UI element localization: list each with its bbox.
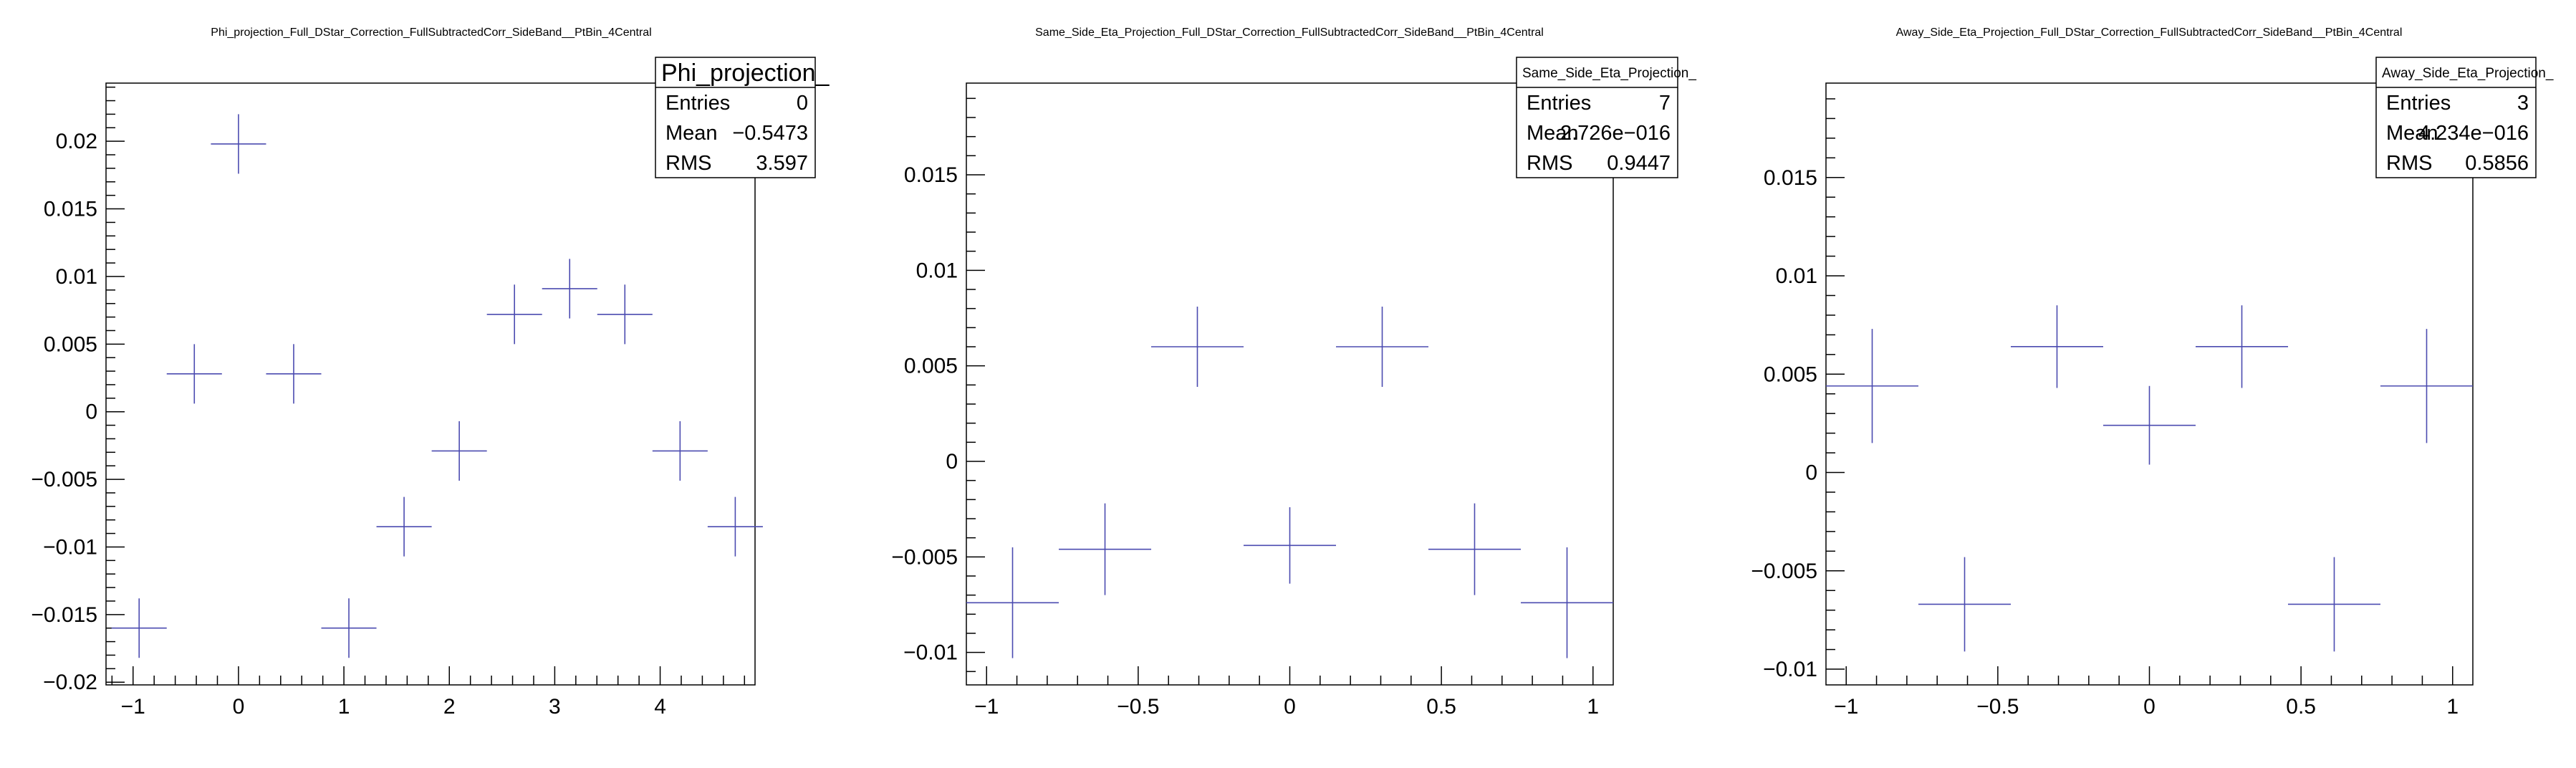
x-tick-label: 1: [2446, 695, 2459, 719]
x-tick-label: 1: [1587, 695, 1599, 719]
chart-panel-2: Same_Side_Eta_Projection_Full_DStar_Corr…: [891, 27, 1696, 719]
chart-title: Away_Side_Eta_Projection_Full_DStar_Corr…: [1896, 27, 2403, 39]
y-tick-label: −0.015: [31, 603, 97, 627]
y-tick-label: 0.005: [1764, 363, 1817, 386]
x-tick-label: −1: [974, 695, 999, 719]
y-tick-label: −0.01: [903, 641, 958, 665]
y-tick-label: −0.005: [31, 468, 97, 491]
stats-box: Same_Side_Eta_Projection_ Entries 7 Mean2.7…: [1516, 57, 1696, 178]
stats-box: Away_Side_Eta_Projection_ Entries 3 Mean4.2…: [2375, 57, 2554, 178]
data-point: [166, 344, 222, 404]
data-point: [2196, 305, 2289, 388]
y-tick-label: 0.01: [56, 265, 97, 289]
x-tick-label: 4: [654, 695, 666, 719]
data-point: [966, 547, 1059, 658]
data-point: [211, 114, 266, 174]
stats-label: Mean: [665, 122, 718, 145]
x-tick-label: 0.5: [1426, 695, 1456, 719]
y-tick-label: 0.01: [916, 259, 958, 282]
y-tick-label: 0: [1805, 461, 1817, 485]
y-tick-label: 0.005: [44, 332, 97, 356]
data-point: [2102, 385, 2196, 465]
y-tick-label: 0: [85, 400, 97, 424]
y-tick-label: 0.01: [1776, 264, 1817, 288]
stats-box: Phi_projection_ Entries 0 Mean −0.5473 RMS 3.5…: [655, 57, 830, 178]
data-point: [431, 421, 487, 481]
stats-label: Entries: [2386, 92, 2451, 115]
stats-value: 7: [1659, 92, 1671, 115]
stats-label: Mean: [2386, 122, 2438, 145]
x-tick-label: 0: [1284, 695, 1296, 719]
data-point: [707, 496, 763, 557]
y-tick-label: −0.02: [43, 671, 97, 694]
stats-label: Entries: [665, 92, 730, 115]
data-point: [1520, 547, 1613, 658]
stats-value: 0: [797, 92, 808, 115]
x-tick-label: 0.5: [2286, 695, 2316, 719]
y-tick-label: −0.01: [1763, 658, 1817, 681]
stats-label: RMS: [665, 152, 711, 175]
y-tick-label: −0.005: [891, 545, 958, 569]
stats-value: −0.5473: [732, 122, 808, 145]
x-tick-label: 0: [2143, 695, 2156, 719]
y-tick-label: −0.01: [43, 535, 97, 559]
data-point: [1918, 557, 2012, 652]
stats-value: 4.234e−016: [2418, 122, 2529, 145]
data-point: [111, 598, 167, 658]
stats-value: 2.726e−016: [1560, 122, 1671, 145]
data-point: [1428, 503, 1521, 595]
stats-box-frame: [2375, 57, 2537, 178]
y-tick-label: 0: [946, 450, 958, 474]
x-tick-label: 0: [233, 695, 245, 719]
stats-box-title: Same_Side_Eta_Projection_: [1522, 66, 1696, 81]
x-tick-label: −0.5: [1976, 695, 2019, 719]
stats-label: RMS: [2386, 152, 2432, 175]
chart-title: Phi_projection_Full_DStar_Correction_Ful…: [211, 27, 651, 39]
stats-box-title: Phi_projection_: [661, 59, 830, 87]
data-point: [542, 259, 597, 319]
data-point: [321, 598, 377, 658]
data-point: [486, 284, 542, 345]
plot-frame: [105, 82, 756, 686]
stats-label: RMS: [1527, 152, 1572, 175]
data-point: [2287, 557, 2380, 652]
data-point: [1826, 329, 1919, 443]
y-tick-label: 0.015: [1764, 166, 1817, 190]
stats-box-frame: [1516, 57, 1678, 178]
data-point: [652, 421, 708, 481]
chart-panel-1: Phi_projection_Full_DStar_Correction_Ful…: [31, 27, 830, 719]
data-point: [1243, 507, 1337, 584]
chart-panel-3: Away_Side_Eta_Projection_Full_DStar_Corr…: [1751, 27, 2553, 719]
y-tick-label: 0.015: [44, 198, 97, 221]
stats-value: 3.597: [756, 152, 808, 175]
stats-value: 0.9447: [1607, 152, 1671, 175]
x-tick-label: 3: [549, 695, 561, 719]
y-tick-label: 0.005: [904, 355, 958, 378]
y-tick-label: 0.015: [904, 163, 958, 187]
stats-label: Entries: [1527, 92, 1591, 115]
data-point: [2010, 305, 2103, 388]
data-point: [1336, 307, 1429, 387]
data-point: [597, 284, 653, 345]
stats-box-frame: [655, 57, 816, 178]
data-point: [376, 496, 432, 557]
x-tick-label: 1: [338, 695, 350, 719]
stats-value: 0.5856: [2465, 152, 2529, 175]
data-point: [2380, 329, 2473, 443]
data-point: [1150, 307, 1244, 387]
data-point: [266, 344, 322, 404]
stats-box-title: Away_Side_Eta_Projection_: [2382, 66, 2554, 81]
x-tick-label: −1: [1834, 695, 1858, 719]
x-tick-label: −0.5: [1117, 695, 1159, 719]
stats-label: Mean: [1527, 122, 1579, 145]
stats-value: 3: [2517, 92, 2529, 115]
x-tick-label: 2: [443, 695, 456, 719]
chart-title: Same_Side_Eta_Projection_Full_DStar_Corr…: [1035, 27, 1544, 39]
x-tick-label: −1: [121, 695, 145, 719]
data-point: [1059, 503, 1152, 595]
y-tick-label: −0.005: [1751, 560, 1817, 583]
y-tick-label: 0.02: [56, 130, 97, 153]
